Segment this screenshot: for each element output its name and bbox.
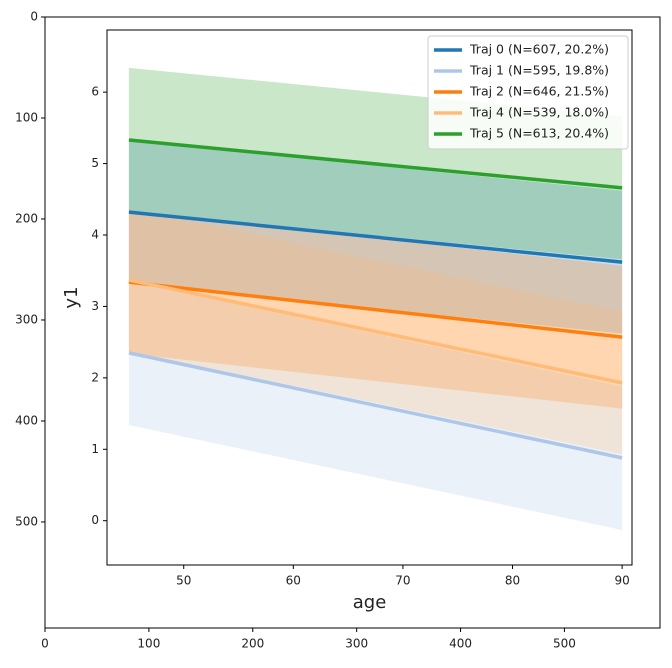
y-tick-label: 200 bbox=[15, 211, 38, 225]
trajectory-line bbox=[128, 210, 623, 264]
trajectory-line bbox=[128, 278, 623, 385]
y-tick-label: 500 bbox=[15, 514, 38, 528]
trajectory-line bbox=[128, 138, 623, 190]
x-tick-label: 80 bbox=[505, 574, 520, 588]
legend-label: Traj 4 (N=539, 18.0%) bbox=[469, 105, 609, 120]
legend-label: Traj 1 (N=595, 19.8%) bbox=[469, 63, 609, 78]
y-tick-label: 2 bbox=[91, 370, 99, 384]
x-tick-label: 100 bbox=[137, 637, 160, 651]
y-tick-label: 1 bbox=[91, 442, 99, 456]
trajectory-line bbox=[128, 280, 623, 339]
x-tick-label: 0 bbox=[41, 637, 49, 651]
x-tick-label: 400 bbox=[449, 637, 472, 651]
trajectory-line bbox=[128, 351, 623, 460]
x-tick-label: 70 bbox=[395, 574, 410, 588]
y-tick-label: 0 bbox=[91, 513, 99, 527]
y-tick-label: 5 bbox=[91, 156, 99, 170]
legend-label: Traj 0 (N=607, 20.2%) bbox=[469, 42, 609, 57]
y-tick-label: 0 bbox=[30, 10, 38, 24]
x-tick-label: 60 bbox=[286, 574, 301, 588]
x-tick-label: 500 bbox=[553, 637, 576, 651]
y-tick-label: 6 bbox=[91, 85, 99, 99]
y-tick-label: 3 bbox=[91, 299, 99, 313]
legend-label: Traj 5 (N=613, 20.4%) bbox=[469, 126, 609, 141]
x-axis-label: age bbox=[353, 592, 387, 613]
legend-label: Traj 2 (N=646, 21.5%) bbox=[469, 84, 609, 99]
y-tick-label: 100 bbox=[15, 110, 38, 124]
legend-box bbox=[427, 35, 629, 150]
y-axis-label: y1 bbox=[61, 286, 82, 308]
x-tick-label: 300 bbox=[345, 637, 368, 651]
y-tick-label: 4 bbox=[91, 228, 99, 242]
x-tick-label: 50 bbox=[176, 574, 191, 588]
x-tick-label: 200 bbox=[241, 637, 264, 651]
y-tick-label: 300 bbox=[15, 312, 38, 326]
y-tick-label: 400 bbox=[15, 413, 38, 427]
x-tick-label: 90 bbox=[614, 574, 629, 588]
